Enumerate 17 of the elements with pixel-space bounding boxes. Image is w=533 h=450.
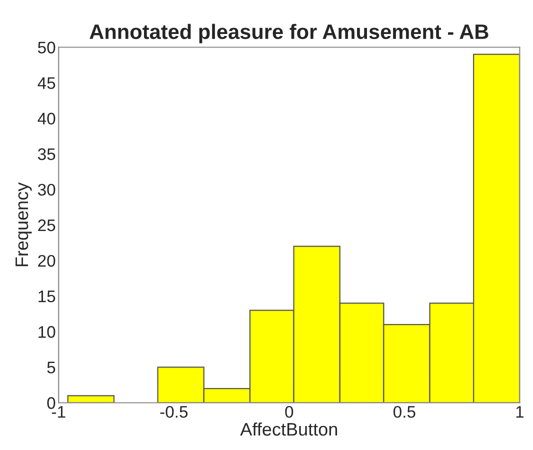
x-tick-label: 0 xyxy=(285,406,294,418)
y-tick-label: 20 xyxy=(38,254,56,267)
y-tick-label: 50 xyxy=(38,42,56,54)
y-tick-label: 30 xyxy=(38,184,56,196)
x-tick-label: 0.5 xyxy=(393,406,416,418)
x-tick-label: 1 xyxy=(516,406,524,418)
y-tick-label: 5 xyxy=(47,362,56,374)
y-tick-label: 40 xyxy=(38,112,56,125)
chart-title: Annotated pleasure for Amusement - AB xyxy=(90,24,488,44)
y-tick-label: 10 xyxy=(38,326,56,338)
y-tick-label: 15 xyxy=(38,290,56,302)
y-tick-label: 45 xyxy=(38,77,56,90)
x-axis-title: AffectButton xyxy=(240,422,338,436)
x-tick-label: -0.5 xyxy=(160,406,188,418)
y-axis-title: Frequency xyxy=(16,182,32,266)
y-tick-label: 25 xyxy=(38,219,56,232)
y-tick-label: 35 xyxy=(38,148,56,160)
